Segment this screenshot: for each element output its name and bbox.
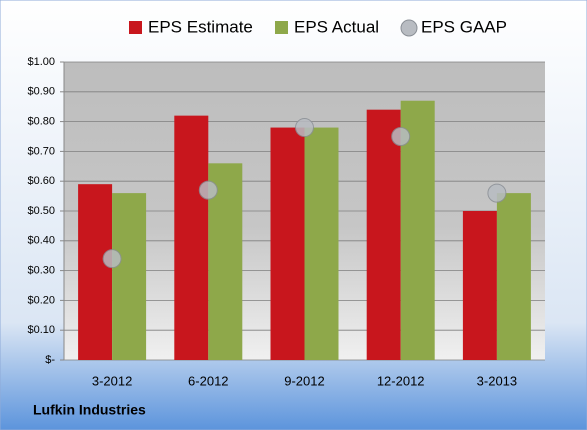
y-tick-label: $0.80 bbox=[27, 116, 55, 128]
bar bbox=[304, 127, 339, 360]
y-tick-label: $0.20 bbox=[27, 294, 55, 306]
legend-swatch bbox=[275, 21, 288, 34]
bar bbox=[496, 193, 531, 360]
legend-marker bbox=[400, 19, 418, 37]
x-tick-label: 9-2012 bbox=[284, 373, 324, 388]
marker bbox=[487, 183, 507, 203]
bar bbox=[270, 127, 305, 360]
legend-label: EPS Estimate bbox=[148, 17, 253, 36]
marker bbox=[198, 180, 218, 200]
legend-swatch bbox=[129, 21, 142, 34]
bar bbox=[174, 115, 209, 360]
footer: Lufkin Industries bbox=[33, 402, 146, 418]
y-tick-label: $0.70 bbox=[27, 145, 55, 157]
y-tick-label: $- bbox=[45, 354, 55, 366]
marker bbox=[295, 118, 314, 138]
y-tick-label: $1.00 bbox=[27, 56, 55, 68]
x-tick-label: 6-2012 bbox=[188, 373, 228, 388]
bar bbox=[462, 211, 497, 360]
x-tick-label: 3-2013 bbox=[477, 373, 517, 388]
y-tick-label: $0.90 bbox=[27, 86, 55, 98]
y-tick-label: $0.60 bbox=[27, 175, 55, 187]
legend-label: EPS GAAP bbox=[421, 17, 507, 36]
marker bbox=[391, 127, 411, 146]
bar bbox=[78, 184, 113, 360]
y-tick-label: $0.30 bbox=[27, 265, 55, 277]
y-tick-label: $0.10 bbox=[27, 324, 55, 336]
bar bbox=[366, 109, 401, 361]
bar bbox=[112, 193, 147, 360]
marker bbox=[102, 249, 122, 269]
x-tick-label: 3-2012 bbox=[92, 373, 132, 388]
y-tick-label: $0.40 bbox=[27, 235, 55, 247]
x-tick-label: 12-2012 bbox=[377, 373, 425, 388]
y-tick-label: $0.50 bbox=[27, 205, 55, 217]
legend-label: EPS Actual bbox=[294, 17, 379, 36]
